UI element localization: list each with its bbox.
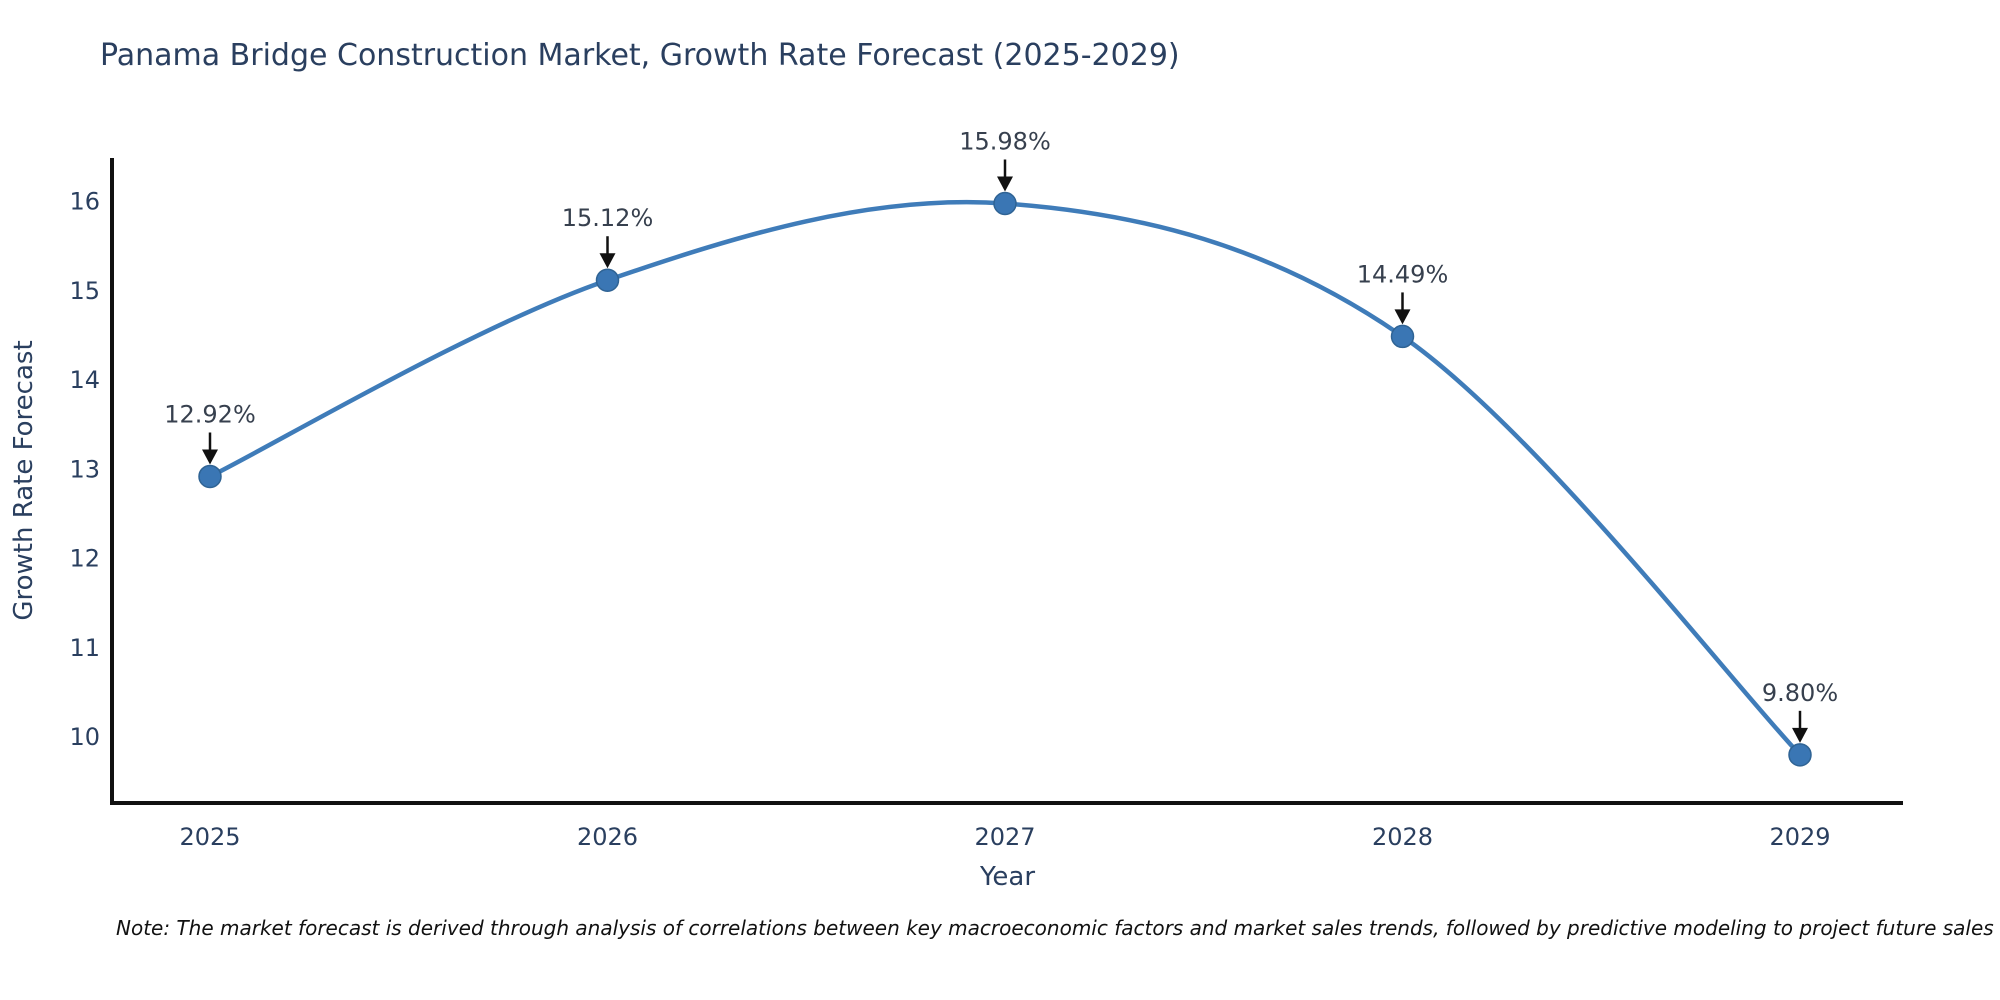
y-tick-label: 16 (69, 188, 100, 216)
annotation-arrow-head (202, 449, 218, 465)
y-tick-label: 15 (69, 277, 100, 305)
data-point-label: 15.12% (562, 204, 654, 232)
x-tick-label: 2029 (1769, 823, 1830, 851)
annotation-arrow-head (1792, 727, 1808, 743)
data-point-marker (595, 268, 620, 292)
chart-title: Panama Bridge Construction Market, Growt… (100, 38, 1180, 73)
data-point-marker (993, 191, 1017, 216)
x-tick-label: 2027 (974, 823, 1035, 851)
data-point-label: 14.49% (1357, 260, 1449, 288)
y-tick-label: 13 (69, 455, 100, 483)
data-point-marker (198, 464, 222, 489)
x-tick-label: 2026 (577, 823, 638, 851)
y-tick-label: 12 (69, 545, 100, 573)
annotation-arrow-head (997, 176, 1013, 192)
y-tick-label: 11 (69, 634, 100, 662)
data-point-marker (1390, 324, 1415, 349)
y-tick-label: 14 (69, 366, 100, 394)
data-point-label: 15.98% (959, 127, 1051, 155)
annotation-arrow-head (1394, 309, 1411, 325)
footnote: Note: The market forecast is derived thr… (116, 916, 1994, 940)
forecast-line (207, 199, 1803, 758)
x-tick-label: 2028 (1372, 823, 1433, 851)
x-tick-label: 2025 (179, 823, 240, 851)
y-axis-title: Growth Rate Forecast (9, 340, 39, 620)
data-point-marker (1788, 743, 1812, 767)
x-axis-title: Year (979, 862, 1035, 892)
data-point-label: 12.92% (164, 400, 256, 428)
annotation-arrow-head (599, 253, 616, 269)
data-point-label: 9.80% (1762, 679, 1838, 707)
y-tick-label: 10 (69, 723, 100, 751)
